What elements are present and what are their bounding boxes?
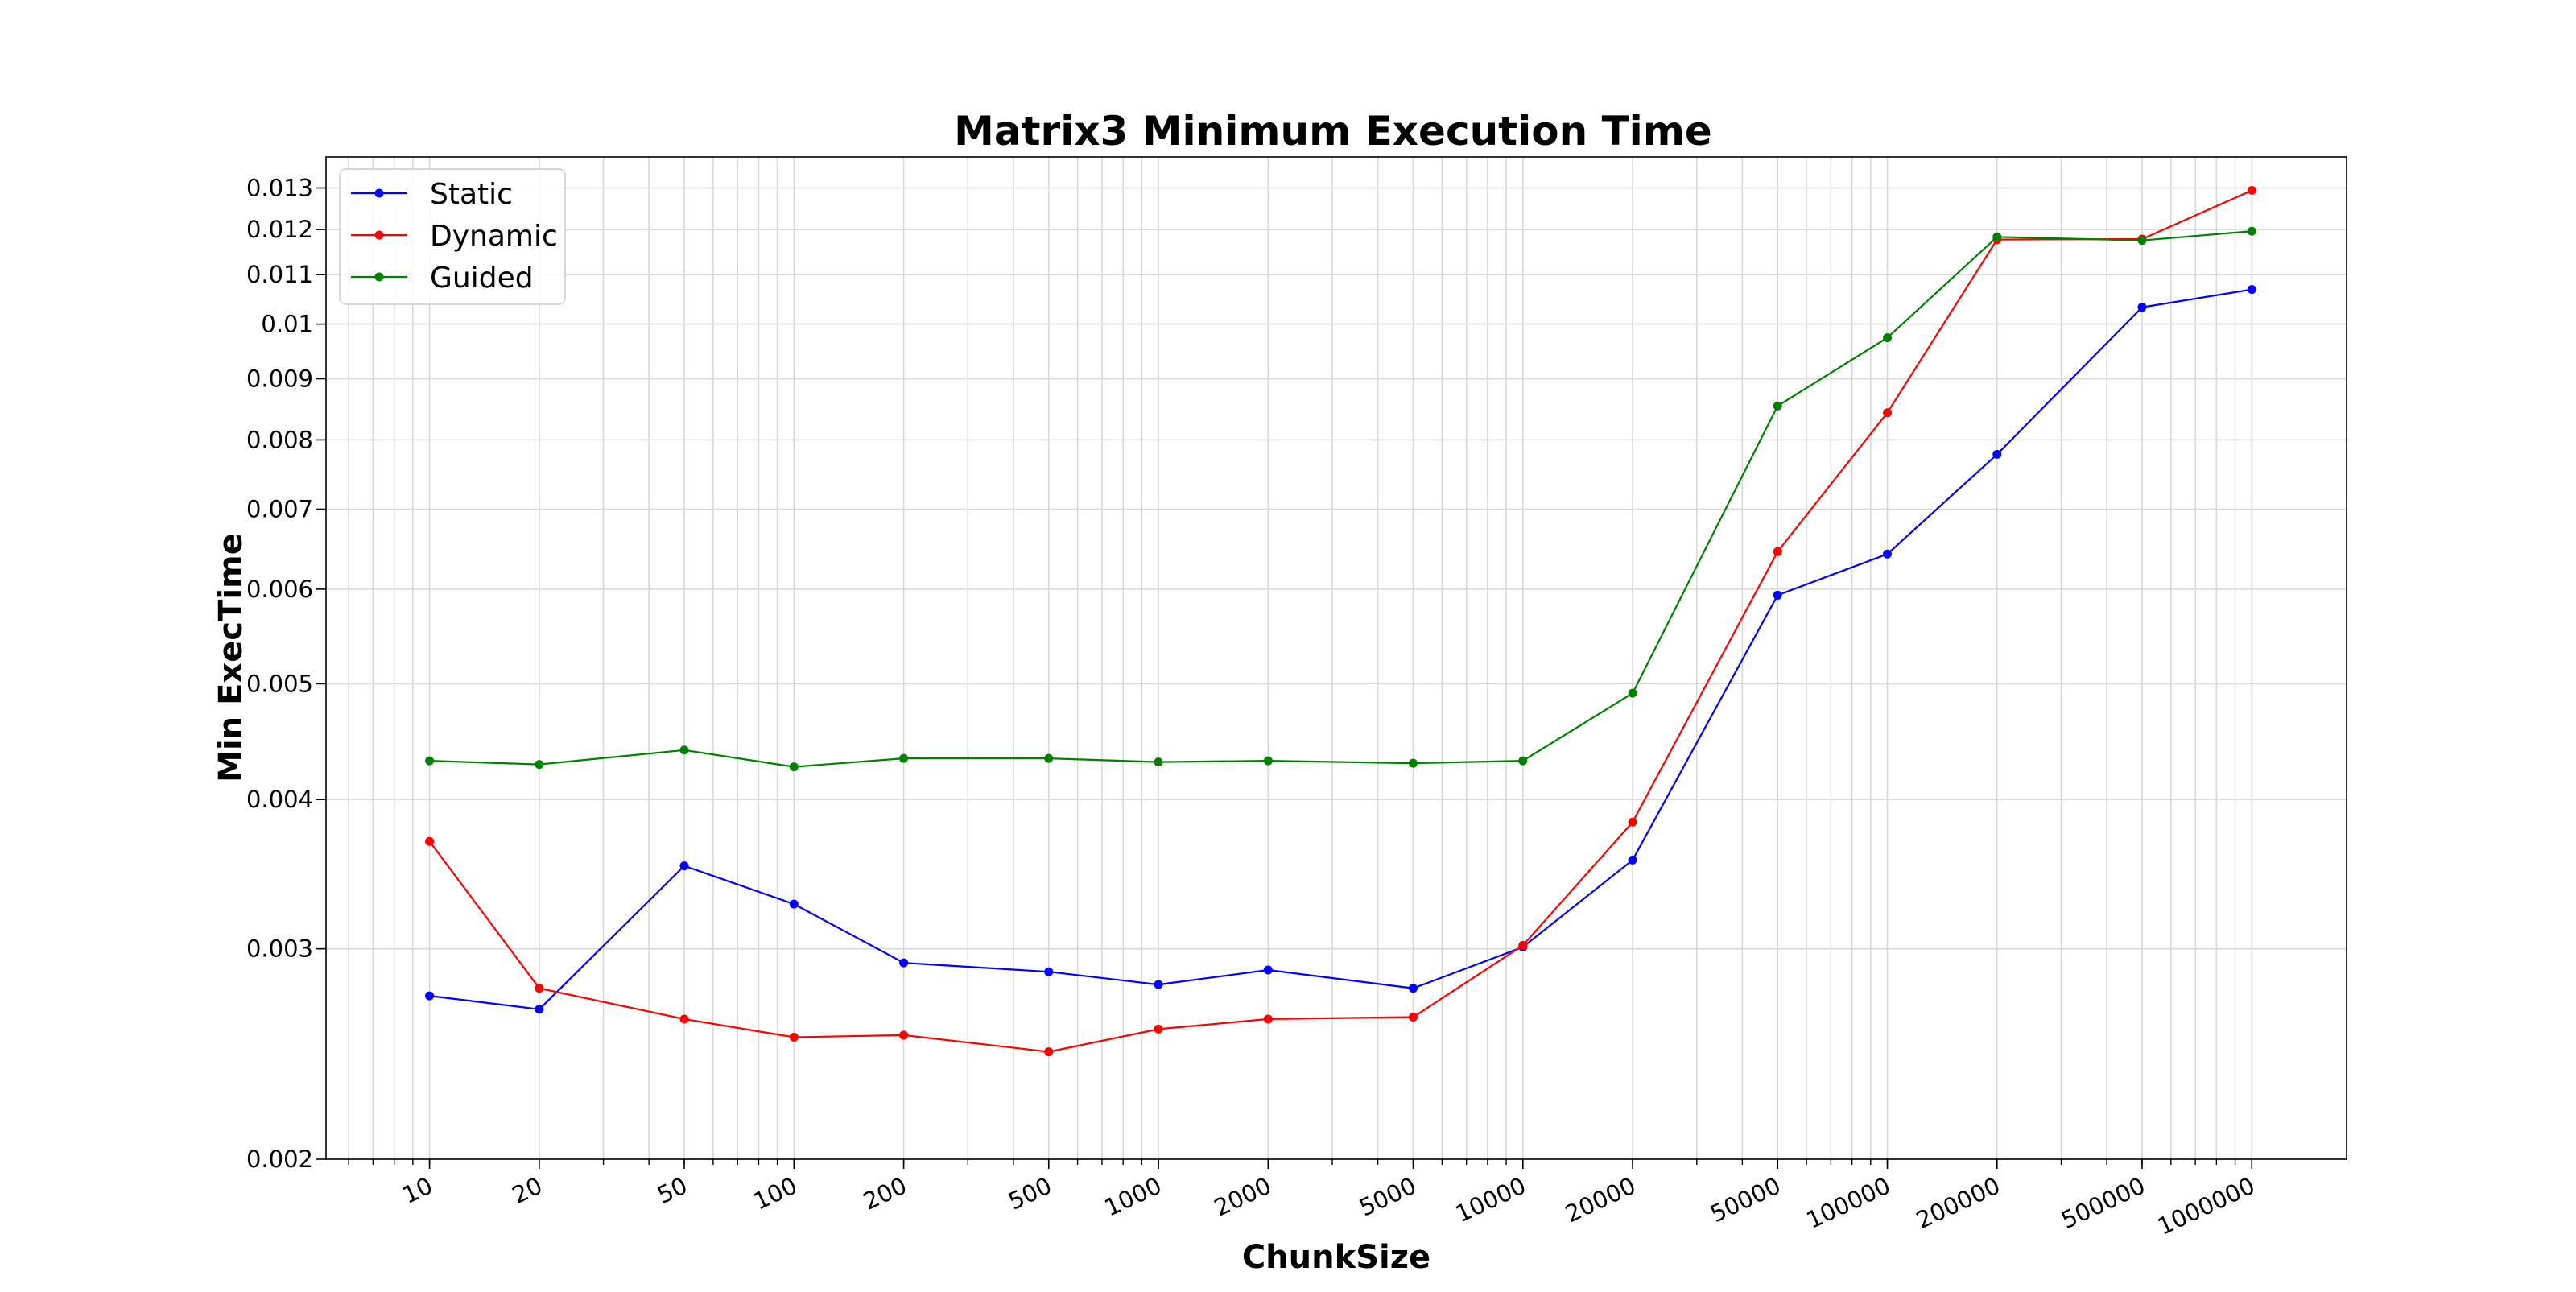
x-tick-label: 500000 (2057, 1172, 2149, 1235)
series-static (425, 285, 2256, 1014)
data-point (1044, 753, 1054, 763)
y-tick-label: 0.011 (246, 261, 313, 288)
x-axis-label: ChunkSize (1242, 1239, 1430, 1276)
data-point (1773, 401, 1782, 411)
data-point (1992, 449, 2002, 459)
grid-lines (326, 157, 2347, 1160)
data-point (1263, 1014, 1273, 1024)
legend-label: Guided (430, 262, 534, 295)
x-tick-label: 500 (1004, 1172, 1056, 1216)
data-point (1263, 965, 1273, 975)
data-point (1154, 757, 1163, 767)
legend-marker (374, 188, 384, 198)
data-point (1154, 980, 1163, 989)
x-axis-ticks: 10 20 50 100 200 500 1000 2000 5000 10000 20000 500… (348, 1159, 2259, 1240)
data-point (1628, 817, 1637, 827)
data-point (789, 762, 799, 772)
y-tick-label: 0.01 (261, 311, 313, 338)
legend-box (339, 168, 566, 305)
x-tick-label: 1000 (1100, 1172, 1166, 1222)
data-point (789, 1032, 799, 1042)
data-point (1773, 590, 1782, 600)
y-tick-label: 0.009 (246, 365, 313, 393)
data-point (535, 984, 544, 993)
data-point (2137, 236, 2147, 246)
data-point (1992, 232, 2002, 241)
data-point (1044, 1047, 1054, 1057)
x-tick-label: 20 (508, 1172, 547, 1209)
y-tick-label: 0.002 (246, 1145, 313, 1173)
data-point (679, 1014, 689, 1024)
data-point (1408, 984, 1418, 993)
series-line (428, 189, 2252, 1053)
x-tick-label: 1000000 (2153, 1172, 2259, 1240)
y-tick-label: 0.013 (246, 174, 313, 201)
x-tick-label: 200 (859, 1172, 911, 1216)
legend-entries: Static Dynamic Guided (351, 178, 558, 295)
data-point (1883, 408, 1893, 418)
y-tick-label: 0.012 (246, 216, 313, 243)
data-point (1263, 756, 1273, 766)
data-point (679, 861, 689, 871)
data-point (1628, 855, 1637, 865)
plot-frame (325, 156, 2347, 1160)
x-tick-label: 10000 (1451, 1172, 1530, 1228)
data-point (2247, 285, 2256, 295)
series-dynamic (425, 185, 2256, 1057)
x-tick-label: 50000 (1706, 1172, 1785, 1228)
x-tick-label: 50 (653, 1172, 691, 1209)
series-line (429, 288, 2252, 1010)
x-tick-label: 10 (398, 1172, 437, 1209)
data-point (2247, 185, 2256, 195)
data-point (425, 756, 435, 766)
legend-label: Dynamic (430, 220, 558, 253)
data-point (425, 991, 435, 1001)
series-line (429, 230, 2252, 768)
series-lines (425, 185, 2256, 1057)
data-point (2137, 303, 2147, 312)
legend-label: Static (430, 178, 513, 211)
x-tick-label: 100 (749, 1172, 802, 1216)
data-point (1883, 549, 1893, 559)
legend: Static Dynamic Guided (339, 168, 566, 305)
data-point (899, 958, 909, 968)
data-point (1518, 756, 1528, 766)
x-tick-label: 5000 (1355, 1172, 1420, 1222)
data-point (1408, 1012, 1418, 1022)
x-tick-label: 200000 (1912, 1172, 2004, 1235)
data-point (1518, 940, 1528, 950)
data-point (1773, 547, 1782, 556)
y-tick-label: 0.003 (246, 935, 313, 963)
data-point (535, 760, 544, 770)
data-point (899, 1030, 909, 1040)
y-tick-label: 0.005 (246, 670, 313, 697)
chart-title: Matrix3 Minimum Execution Time (954, 108, 1712, 155)
y-axis-ticks: 0.002 0.003 0.004 0.005 0.006 0.007 0.008 0.009… (246, 174, 326, 1173)
data-point (1154, 1024, 1163, 1034)
data-point (1044, 967, 1054, 976)
y-tick-label: 0.004 (246, 786, 313, 813)
legend-marker (374, 272, 384, 282)
y-tick-label: 0.008 (246, 426, 313, 453)
data-point (1408, 758, 1418, 768)
data-point (899, 753, 909, 763)
data-point (679, 745, 689, 755)
data-point (425, 836, 435, 846)
x-tick-label: 2000 (1210, 1172, 1275, 1222)
data-point (535, 1005, 544, 1014)
y-axis-label: Min ExecTime (213, 533, 250, 782)
x-tick-label: 20000 (1561, 1172, 1640, 1228)
data-point (789, 899, 799, 909)
legend-marker (374, 230, 384, 240)
data-point (1883, 333, 1893, 343)
y-tick-label: 0.006 (246, 576, 313, 603)
x-tick-label: 100000 (1802, 1172, 1895, 1235)
series-guided (425, 226, 2256, 772)
data-point (2247, 226, 2256, 236)
y-tick-label: 0.007 (246, 496, 313, 523)
data-point (1628, 688, 1637, 698)
